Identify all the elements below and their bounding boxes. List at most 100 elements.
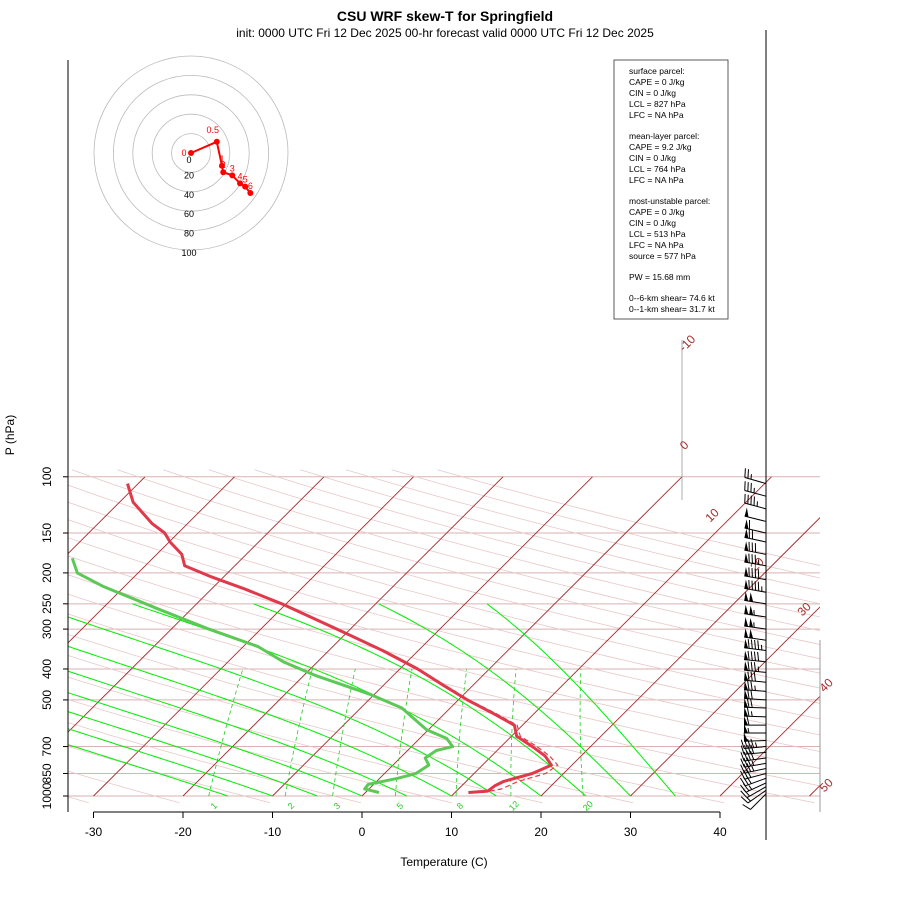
isotherm-line <box>272 476 593 797</box>
hodograph-point <box>247 190 254 196</box>
wind-barb-line <box>742 804 751 810</box>
x-tick-label: 10 <box>445 825 459 839</box>
hodograph-point <box>188 150 194 156</box>
mixing-ratio-line <box>332 668 356 797</box>
wind-barb-line <box>746 716 750 726</box>
wind-barb-flag <box>744 566 749 577</box>
wind-barb-line <box>750 681 753 691</box>
mixing-ratio-label: 8 <box>455 801 466 812</box>
wind-barb-line <box>743 751 748 761</box>
wind-barb <box>744 591 767 605</box>
wind-barb-line <box>747 680 750 691</box>
wind-barb-flag <box>744 661 749 671</box>
y-tick-label: 250 <box>40 593 54 613</box>
wind-barb-line <box>743 763 749 773</box>
y-tick-label: 500 <box>40 690 54 710</box>
wind-barb-line <box>740 752 745 762</box>
hodograph-ring <box>151 113 231 193</box>
wind-barb-half <box>748 785 753 790</box>
wind-barb-staff <box>744 772 767 780</box>
wind-barb-line <box>747 689 750 699</box>
x-axis-label: Temperature (C) <box>400 855 487 869</box>
wind-barb-staff <box>744 757 767 762</box>
wind-barb-staff <box>747 789 767 804</box>
wind-barb-line <box>746 763 752 772</box>
mu-lfc: LFC = NA hPa <box>629 240 684 250</box>
wind-barb-staff <box>744 751 767 755</box>
wind-barb-line <box>740 796 749 804</box>
mixing-ratio-lines <box>208 668 584 797</box>
hodograph-point <box>242 183 249 190</box>
isotherm-label: 0 <box>677 438 692 453</box>
moist-adiabat-line <box>68 744 228 797</box>
wind-barb <box>744 661 767 673</box>
surface-cin: CIN = 0 J/kg <box>629 88 676 98</box>
wind-barb-flag <box>744 528 749 539</box>
isotherm-label: -10 <box>676 332 698 354</box>
mixing-ratio-line <box>510 668 517 796</box>
wind-barb-half <box>746 797 751 802</box>
dry-adiabat-line <box>254 469 820 618</box>
dry-adiabat-line <box>162 469 820 645</box>
moist-adiabat-line <box>68 670 408 797</box>
dry-adiabat-line <box>437 469 820 566</box>
wind-barb <box>742 793 767 810</box>
temperature-axis: -30 -20 -10 0 10 20 30 40 <box>85 340 821 839</box>
isotherm-label: 40 <box>816 675 836 695</box>
wind-barb-line <box>747 639 750 649</box>
wind-barb-half <box>751 766 755 772</box>
isotherm-line <box>719 695 820 797</box>
wind-barb-line <box>740 745 745 755</box>
wind-barb <box>744 638 767 651</box>
wind-barb-flag <box>744 638 749 649</box>
surface-parcel-title: surface parcel: <box>629 66 685 76</box>
hodograph-point-label: 0 <box>181 148 186 158</box>
wind-barb-staff <box>744 515 767 522</box>
wind-barb <box>744 553 767 567</box>
surface-lcl: LCL = 827 hPa <box>629 99 686 109</box>
wind-barb-flag <box>744 671 749 681</box>
wind-barb-staff <box>743 715 767 718</box>
wind-barb <box>744 604 767 618</box>
wind-barb-flag <box>744 724 748 734</box>
hodograph-ring <box>113 75 269 231</box>
mixing-ratio-label: 1 <box>209 801 220 812</box>
hodograph-point-label: 2 <box>221 160 226 170</box>
wind-barb-line <box>750 689 753 700</box>
mixing-ratio-label: 12 <box>507 799 521 813</box>
wind-barb <box>744 680 767 692</box>
wind-barb-line <box>740 758 745 768</box>
isotherm-line <box>93 476 414 797</box>
isotherm-line <box>68 476 235 644</box>
wind-barb-line <box>757 640 760 650</box>
wind-barb-line <box>750 750 755 760</box>
mu-cape: CAPE = 0 J/kg <box>629 207 685 217</box>
wind-barb-staff <box>745 777 767 787</box>
moist-adiabat-line <box>253 603 587 797</box>
shear-0-1km: 0--1-km shear= 31.7 kt <box>629 304 715 314</box>
wind-barb-line <box>746 707 750 717</box>
dry-adiabat-line <box>68 722 362 804</box>
wind-barb-line <box>750 698 753 708</box>
wind-barb <box>744 493 767 510</box>
moist-adiabat-line <box>378 603 631 797</box>
moist-adiabat-line <box>68 692 363 797</box>
chart-subtitle: init: 0000 UTC Fri 12 Dec 2025 00-hr for… <box>236 26 654 40</box>
wind-barb-line <box>750 671 753 682</box>
wind-barb <box>744 541 767 555</box>
x-tick-label: -10 <box>264 825 282 839</box>
dry-adiabat-line <box>68 519 820 720</box>
wind-barb-flag <box>749 605 754 616</box>
wind-barb-flag <box>744 707 749 717</box>
mean-parcel-title: mean-layer parcel: <box>629 131 699 141</box>
wind-barb <box>740 763 767 774</box>
wind-barb-line <box>754 639 756 650</box>
wind-barb-staff <box>744 746 767 749</box>
wind-barb-staff <box>750 793 767 810</box>
moist-adiabat-line <box>68 645 452 797</box>
wind-barb-flag <box>749 592 754 602</box>
hodograph-ring <box>93 55 289 251</box>
wind-barb <box>744 617 767 630</box>
wind-barb <box>743 707 767 718</box>
wind-barb-flag <box>744 680 749 691</box>
